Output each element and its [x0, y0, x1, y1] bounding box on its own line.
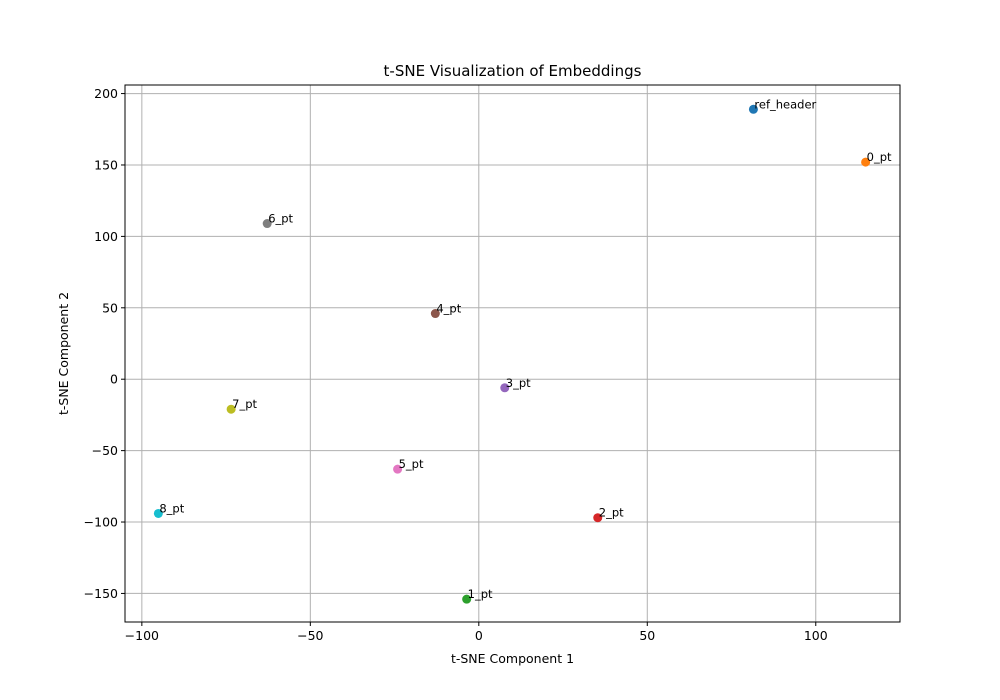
y-tick-label: −150 [84, 586, 118, 601]
y-tick-label: −50 [92, 443, 118, 458]
x-axis-label: t-SNE Component 1 [451, 651, 574, 666]
data-point [226, 404, 236, 414]
x-tick-label: 50 [639, 628, 655, 643]
data-point [861, 157, 871, 167]
x-tick-label: −100 [125, 628, 159, 643]
data-point [430, 309, 440, 319]
chart-title: t-SNE Visualization of Embeddings [384, 62, 642, 80]
x-tick-label: −50 [297, 628, 323, 643]
y-tick-label: −100 [84, 515, 118, 530]
y-tick-label: 200 [94, 86, 118, 101]
axis-ticks: −100 −50 0 50 100 −150 −100 −50 0 50 100 150 200 [84, 86, 828, 643]
x-tick-label: 100 [804, 628, 828, 643]
data-point [153, 508, 163, 518]
data-point [462, 594, 472, 604]
data-point [748, 104, 758, 114]
data-point-label: 1_pt [468, 587, 493, 601]
y-tick-label: 100 [94, 229, 118, 244]
data-point [593, 513, 603, 523]
data-point-label: 2_pt [599, 506, 624, 520]
data-point-label: 5_pt [399, 457, 424, 471]
data-point-label: 8_pt [159, 501, 184, 515]
data-point [262, 219, 272, 229]
data-point-label: 6_pt [268, 212, 293, 226]
data-point-label: 7_pt [232, 397, 257, 411]
data-point [500, 383, 510, 393]
data-points: ref_header 0_pt 1_pt 2_pt 3_pt 4_pt 5_pt 6_pt 7_… [153, 97, 892, 604]
y-tick-label: 50 [102, 300, 118, 315]
grid-lines [125, 85, 900, 622]
y-tick-label: 150 [94, 157, 118, 172]
data-point-label: 0_pt [867, 150, 892, 164]
y-tick-label: 0 [110, 372, 118, 387]
data-point [393, 464, 403, 474]
data-point-label: ref_header [754, 97, 816, 111]
y-axis-label: t-SNE Component 2 [56, 292, 71, 415]
data-point-label: 4_pt [436, 302, 461, 316]
data-point-label: 3_pt [506, 376, 531, 390]
plot-frame [124, 84, 901, 623]
x-tick-label: 0 [475, 628, 483, 643]
